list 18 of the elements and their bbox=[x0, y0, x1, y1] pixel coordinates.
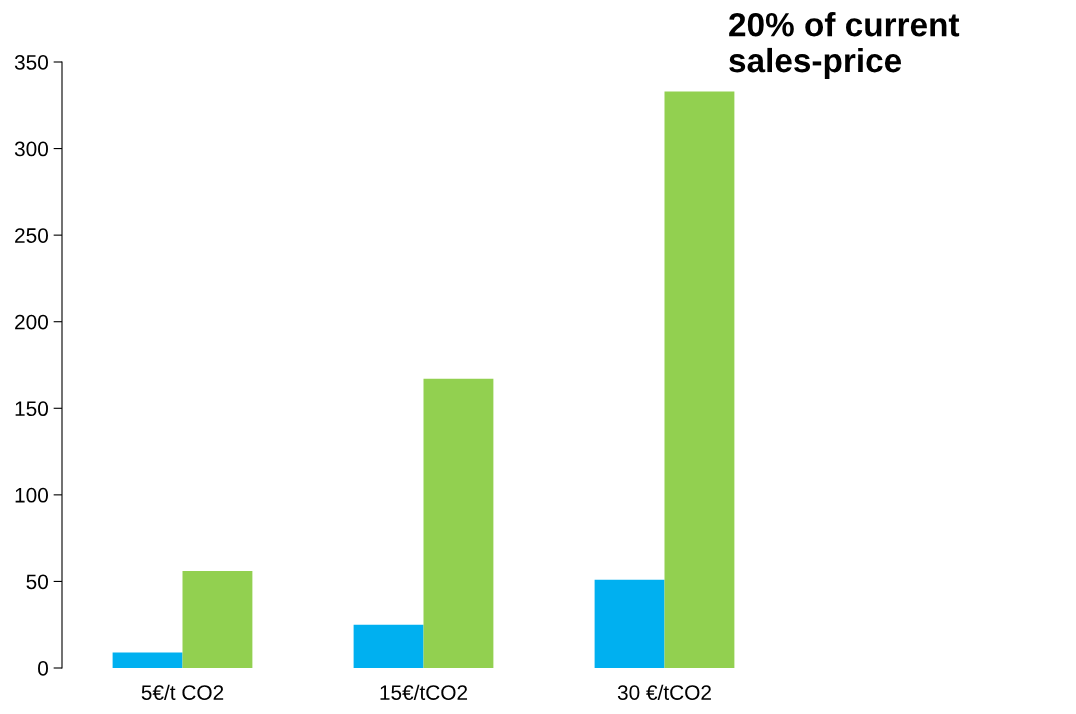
bar bbox=[423, 378, 494, 668]
y-tick-label: 250 bbox=[15, 228, 48, 243]
y-tick-label: 100 bbox=[15, 487, 48, 503]
x-tick-label: 30 €/tCO2 bbox=[617, 684, 711, 700]
y-tick-label: 300 bbox=[14, 141, 48, 157]
x-tick-label: 15€/tCO2 bbox=[380, 684, 468, 700]
x-tick-label: 5€/t CO2 bbox=[141, 684, 224, 700]
y-tick-label: 350 bbox=[14, 55, 48, 70]
y-tick-label: 150 bbox=[15, 401, 48, 417]
bar bbox=[594, 579, 665, 668]
bar bbox=[664, 91, 735, 668]
y-tick-label: 0 bbox=[38, 661, 48, 676]
y-tick-label: 200 bbox=[15, 314, 48, 330]
bar bbox=[182, 571, 253, 668]
annotation: 20% of current sales-price bbox=[729, 12, 960, 79]
bar bbox=[353, 624, 424, 668]
y-tick-label: 50 bbox=[26, 574, 48, 590]
bar bbox=[112, 652, 183, 668]
